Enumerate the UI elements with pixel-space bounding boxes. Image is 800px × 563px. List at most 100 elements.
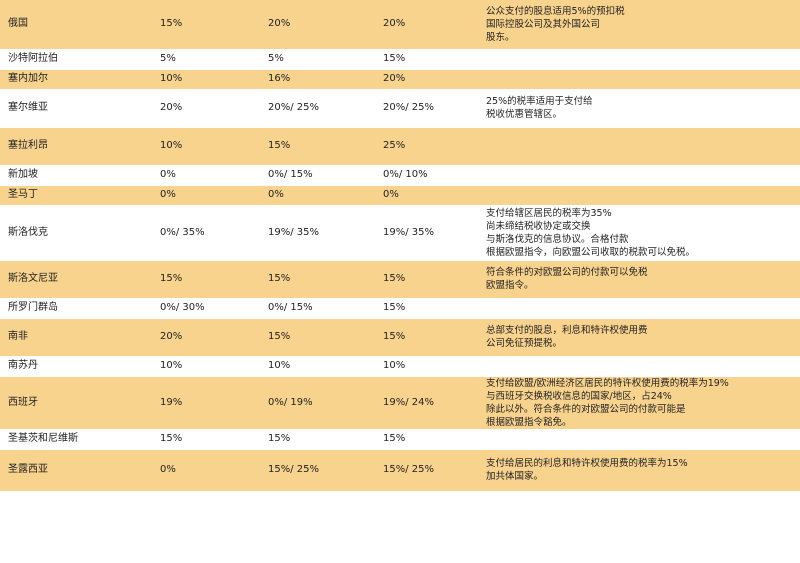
note-line: 根据欧盟指令，向欧盟公司收取的税款可以免税。 (486, 246, 696, 258)
note-line: 总部支付的股息，利息和特许权使用费 (486, 325, 648, 336)
note-line: 公司免征预提税。 (486, 338, 563, 349)
dividends-rate-cell: 0% (152, 449, 260, 492)
notes-cell: 25%的税率适用于支付给 税收优惠管辖区。 (478, 89, 800, 128)
country-cell: 塞尔维亚 (0, 89, 152, 128)
table-row: 斯洛文尼亚 15% 15% 15% 符合条件的对欧盟公司的付款可以免税 欧盟指令。 (0, 260, 800, 299)
table-row: 所罗门群岛 0%/ 30% 0%/ 15% 15% (0, 298, 800, 319)
interest-rate-cell: 0%/ 15% (260, 165, 375, 186)
country-cell: 所罗门群岛 (0, 298, 152, 319)
dividends-rate-cell: 20% (152, 89, 260, 128)
royalties-rate-cell: 20% (375, 0, 478, 50)
interest-rate-cell: 15% (260, 429, 375, 450)
interest-rate-cell: 15% (260, 127, 375, 166)
note-line: 税收优惠管辖区。 (486, 109, 563, 120)
royalties-rate-cell: 15% (375, 429, 478, 450)
table-row: 圣露西亚 0% 15%/ 25% 15%/ 25% 支付给居民的利息和特许权使用费的税率… (0, 449, 800, 492)
notes-cell: 支付给欧盟/欧洲经济区居民的特许权使用费的税率为19% 与西班牙交换税收信息的国家… (478, 376, 800, 430)
dividends-rate-cell: 0%/ 30% (152, 298, 260, 319)
dividends-rate-cell: 15% (152, 429, 260, 450)
dividends-rate-cell: 10% (152, 127, 260, 166)
note-line: 公众支付的股息适用5%的预扣税 (486, 5, 625, 17)
notes-cell (478, 69, 800, 90)
dividends-rate-cell: 0%/ 35% (152, 205, 260, 261)
notes-cell (478, 165, 800, 186)
note-line: 支付给辖区居民的税率为35% (486, 207, 612, 219)
note-line: 加共体国家。 (486, 471, 544, 482)
dividends-rate-cell: 15% (152, 260, 260, 299)
interest-rate-cell: 10% (260, 356, 375, 377)
royalties-rate-cell: 20% (375, 69, 478, 90)
table-row: 南非 20% 15% 15% 总部支付的股息，利息和特许权使用费 公司免征预提税。 (0, 318, 800, 357)
country-cell: 塞内加尔 (0, 69, 152, 90)
dividends-rate-cell: 0% (152, 185, 260, 206)
table-row: 西班牙 19% 0%/ 19% 19%/ 24% 支付给欧盟/欧洲经济区居民的特许权使用… (0, 376, 800, 430)
withholding-tax-table: 俄国 15% 20% 20% 公众支付的股息适用5%的预扣税 国际控股公司及其外国公司 股东… (0, 0, 800, 492)
country-cell: 西班牙 (0, 376, 152, 430)
table-row: 南苏丹 10% 10% 10% (0, 356, 800, 377)
notes-cell: 总部支付的股息，利息和特许权使用费 公司免征预提税。 (478, 318, 800, 357)
notes-cell (478, 185, 800, 206)
interest-rate-cell: 20%/ 25% (260, 89, 375, 128)
country-cell: 俄国 (0, 0, 152, 50)
notes-cell (478, 356, 800, 377)
notes-cell (478, 429, 800, 450)
royalties-rate-cell: 15% (375, 318, 478, 357)
royalties-rate-cell: 10% (375, 356, 478, 377)
interest-rate-cell: 20% (260, 0, 375, 50)
note-line: 国际控股公司及其外国公司 (486, 18, 601, 30)
note-line: 支付给欧盟/欧洲经济区居民的特许权使用费的税率为19% (486, 377, 729, 389)
royalties-rate-cell: 25% (375, 127, 478, 166)
country-cell: 塞拉利昂 (0, 127, 152, 166)
table-row: 塞内加尔 10% 16% 20% (0, 69, 800, 90)
note-line: 除此以外。符合条件的对欧盟公司的付款可能是 (486, 403, 686, 415)
table-row: 圣基茨和尼维斯 15% 15% 15% (0, 429, 800, 450)
country-cell: 南非 (0, 318, 152, 357)
note-line: 尚未缔结税收协定或交换 (486, 220, 591, 232)
country-cell: 沙特阿拉伯 (0, 49, 152, 70)
table-row: 俄国 15% 20% 20% 公众支付的股息适用5%的预扣税 国际控股公司及其外国公司 股东… (0, 0, 800, 50)
note-line: 与斯洛伐克的信息协议。合格付款 (486, 233, 629, 245)
dividends-rate-cell: 10% (152, 69, 260, 90)
royalties-rate-cell: 0%/ 10% (375, 165, 478, 186)
dividends-rate-cell: 5% (152, 49, 260, 70)
royalties-rate-cell: 19%/ 35% (375, 205, 478, 261)
interest-rate-cell: 16% (260, 69, 375, 90)
notes-cell: 支付给辖区居民的税率为35% 尚未缔结税收协定或交换 与斯洛伐克的信息协议。合格付款… (478, 205, 800, 261)
country-cell: 圣马丁 (0, 185, 152, 206)
country-cell: 圣露西亚 (0, 449, 152, 492)
country-cell: 圣基茨和尼维斯 (0, 429, 152, 450)
interest-rate-cell: 0%/ 19% (260, 376, 375, 430)
dividends-rate-cell: 0% (152, 165, 260, 186)
country-cell: 斯洛文尼亚 (0, 260, 152, 299)
dividends-rate-cell: 19% (152, 376, 260, 430)
dividends-rate-cell: 20% (152, 318, 260, 357)
royalties-rate-cell: 0% (375, 185, 478, 206)
royalties-rate-cell: 15% (375, 260, 478, 299)
country-cell: 斯洛伐克 (0, 205, 152, 261)
notes-cell (478, 49, 800, 70)
note-line: 根据欧盟指令豁免。 (486, 416, 572, 428)
table-row: 塞拉利昂 10% 15% 25% (0, 127, 800, 166)
dividends-rate-cell: 15% (152, 0, 260, 50)
table-row: 新加坡 0% 0%/ 15% 0%/ 10% (0, 165, 800, 186)
country-cell: 新加坡 (0, 165, 152, 186)
dividends-rate-cell: 10% (152, 356, 260, 377)
table-row: 圣马丁 0% 0% 0% (0, 185, 800, 206)
notes-cell: 支付给居民的利息和特许权使用费的税率为15% 加共体国家。 (478, 449, 800, 492)
interest-rate-cell: 15% (260, 260, 375, 299)
interest-rate-cell: 0%/ 15% (260, 298, 375, 319)
country-cell: 南苏丹 (0, 356, 152, 377)
royalties-rate-cell: 19%/ 24% (375, 376, 478, 430)
interest-rate-cell: 0% (260, 185, 375, 206)
table-row: 沙特阿拉伯 5% 5% 15% (0, 49, 800, 70)
interest-rate-cell: 19%/ 35% (260, 205, 375, 261)
interest-rate-cell: 5% (260, 49, 375, 70)
table-row: 塞尔维亚 20% 20%/ 25% 20%/ 25% 25%的税率适用于支付给 税收优惠管… (0, 89, 800, 128)
note-line: 股东。 (486, 31, 515, 43)
notes-cell (478, 127, 800, 166)
note-line: 25%的税率适用于支付给 (486, 96, 593, 107)
interest-rate-cell: 15% (260, 318, 375, 357)
notes-cell (478, 298, 800, 319)
royalties-rate-cell: 15%/ 25% (375, 449, 478, 492)
royalties-rate-cell: 15% (375, 298, 478, 319)
